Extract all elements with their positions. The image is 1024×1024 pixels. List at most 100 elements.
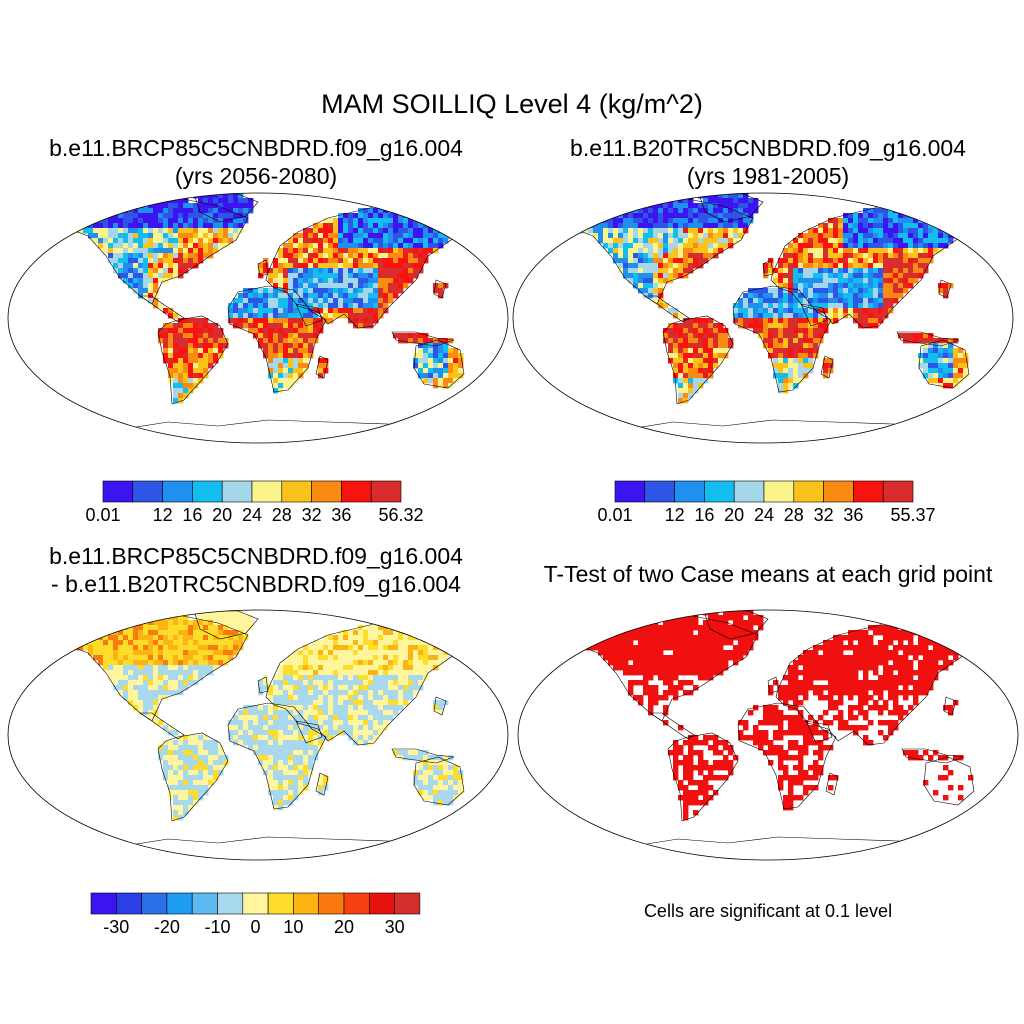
grid-cell [348, 293, 354, 299]
grid-cell [408, 685, 414, 691]
grid-cell [203, 323, 209, 329]
grid-cell [218, 635, 224, 641]
grid-cell [833, 258, 839, 264]
grid-cell [728, 625, 734, 631]
grid-cell [133, 640, 139, 646]
grid-cell [193, 318, 199, 324]
grid-cell [138, 685, 144, 691]
grid-cell [958, 373, 964, 379]
grid-cell [838, 288, 844, 294]
grid-cell [448, 770, 454, 776]
grid-cell [693, 383, 699, 389]
grid-cell [668, 635, 674, 641]
grid-cell [623, 268, 629, 274]
grid-cell [238, 303, 244, 309]
grid-cell [108, 223, 114, 229]
grid-cell [628, 238, 634, 244]
grid-cell [383, 655, 389, 661]
grid-cell [943, 218, 949, 224]
grid-cell [293, 650, 299, 656]
grid-cell [818, 313, 824, 319]
grid-cell [333, 670, 339, 676]
grid-cell [918, 258, 924, 264]
grid-cell [883, 208, 889, 214]
grid-cell [778, 268, 784, 274]
grid-cell [673, 635, 679, 641]
grid-cell [298, 268, 304, 274]
grid-cell [148, 650, 154, 656]
grid-cell [323, 218, 329, 224]
grid-cell [193, 203, 199, 209]
grid-cell [808, 358, 814, 364]
grid-cell [273, 258, 279, 264]
grid-cell [193, 263, 199, 269]
grid-cell [418, 343, 424, 349]
grid-cell [718, 630, 724, 636]
grid-cell [778, 283, 784, 289]
grid-cell [408, 273, 414, 279]
grid-cell [378, 705, 384, 711]
grid-cell [343, 258, 349, 264]
grid-cell [178, 323, 184, 329]
grid-cell [373, 318, 379, 324]
grid-cell [728, 238, 734, 244]
grid-cell [778, 368, 784, 374]
grid-cell [283, 740, 289, 746]
grid-cell [888, 258, 894, 264]
grid-cell [283, 785, 289, 791]
grid-cell [903, 268, 909, 274]
grid-cell [808, 258, 814, 264]
grid-cell [673, 313, 679, 319]
grid-cell [763, 308, 769, 314]
grid-cell [378, 213, 384, 219]
grid-cell [173, 228, 179, 234]
grid-cell [408, 218, 414, 224]
grid-cell [728, 213, 734, 219]
grid-cell [918, 338, 924, 344]
grid-cell [723, 338, 729, 344]
grid-cell [728, 343, 734, 349]
grid-cell [443, 755, 449, 761]
grid-cell [843, 635, 849, 641]
grid-cell [208, 248, 214, 254]
grid-cell [83, 228, 89, 234]
grid-cell [338, 228, 344, 234]
grid-cell [888, 228, 894, 234]
grid-cell [448, 755, 454, 761]
grid-cell [983, 378, 989, 384]
grid-cell [638, 283, 644, 289]
grid-cell [138, 670, 144, 676]
grid-cell [953, 373, 959, 379]
grid-cell [173, 273, 179, 279]
grid-cell [638, 278, 644, 284]
grid-cell [168, 248, 174, 254]
grid-cell [268, 775, 274, 781]
grid-cell [708, 228, 714, 234]
grid-cell [888, 288, 894, 294]
grid-cell [988, 378, 994, 384]
grid-cell [843, 218, 849, 224]
grid-cell [313, 695, 319, 701]
grid-cell [283, 730, 289, 736]
grid-cell [703, 238, 709, 244]
grid-cell [263, 760, 269, 766]
grid-cell [693, 323, 699, 329]
grid-cell [293, 303, 299, 309]
grid-cell [403, 248, 409, 254]
grid-cell [333, 725, 339, 731]
grid-cell [693, 620, 699, 626]
grid-cell [418, 750, 424, 756]
grid-cell [658, 278, 664, 284]
grid-cell [198, 780, 204, 786]
grid-cell [483, 383, 489, 389]
grid-cell [828, 273, 834, 279]
grid-cell [383, 293, 389, 299]
grid-cell [158, 218, 164, 224]
grid-cell [628, 258, 634, 264]
grid-cell [708, 233, 714, 239]
grid-cell [833, 635, 839, 641]
grid-cell [743, 228, 749, 234]
grid-cell [373, 213, 379, 219]
grid-cell [263, 715, 269, 721]
grid-cell [133, 253, 139, 259]
